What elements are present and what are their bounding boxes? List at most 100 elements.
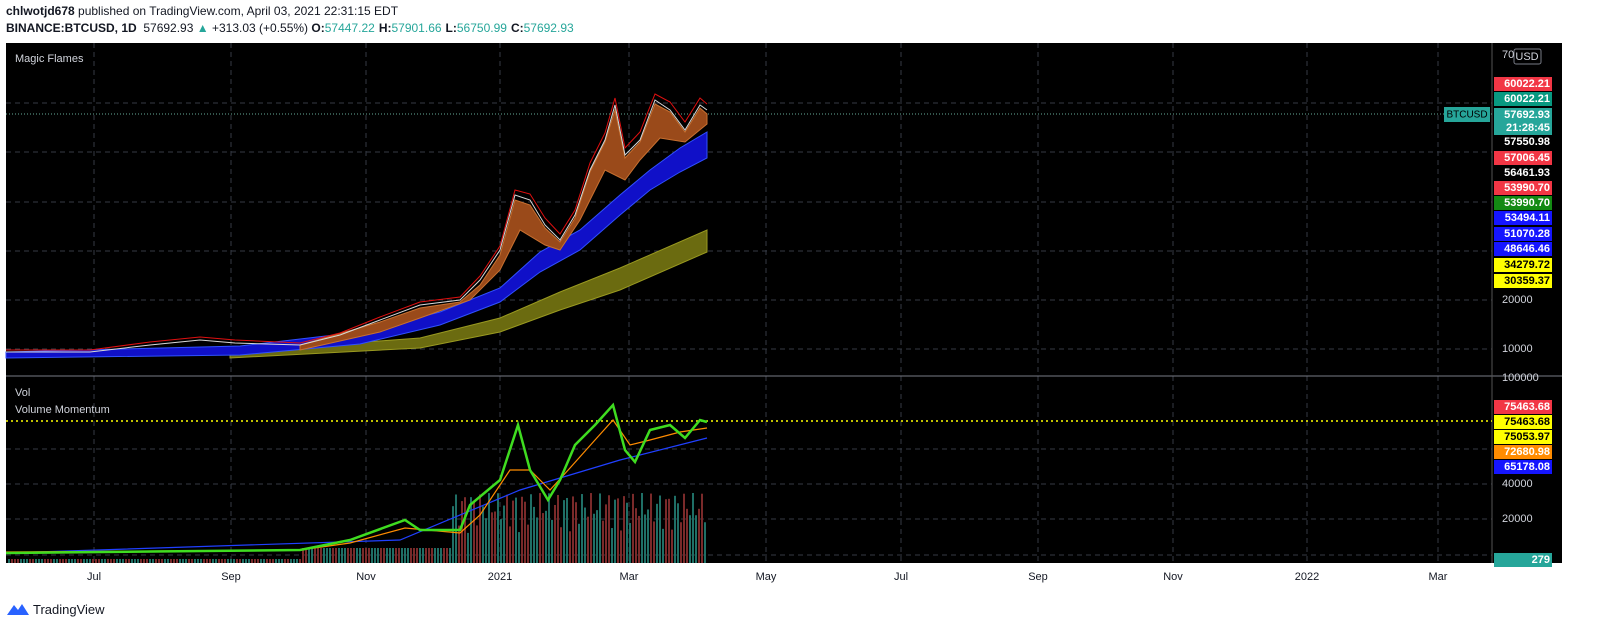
volume-bar xyxy=(650,493,652,563)
volume-bar xyxy=(65,559,67,563)
volume-bar xyxy=(32,559,34,563)
volume-bar xyxy=(161,559,163,563)
volume-bar xyxy=(296,559,298,563)
volume-bar xyxy=(92,559,94,563)
chart-bg xyxy=(6,43,1562,563)
volume-bar xyxy=(275,559,277,563)
volume-bar xyxy=(431,548,433,563)
volume-bar xyxy=(218,559,220,563)
volume-bar xyxy=(242,559,244,563)
indicator-label: Volume Momentum xyxy=(15,404,110,416)
price-tag: 56461.93 xyxy=(1494,166,1552,180)
price-tag: 30359.37 xyxy=(1494,274,1552,288)
volume-bar xyxy=(545,510,547,563)
volume-bar xyxy=(116,559,118,563)
volume-bar xyxy=(215,559,217,563)
volume-bar xyxy=(248,559,250,563)
volume-bar xyxy=(56,559,58,563)
volume-bar xyxy=(398,548,400,563)
change: +313.03 (+0.55%) xyxy=(211,21,309,35)
volume-bar xyxy=(137,559,139,563)
volume-bar xyxy=(20,559,22,563)
time-label: Sep xyxy=(221,571,241,583)
volume-bar xyxy=(500,519,502,563)
volume-bar xyxy=(575,502,577,563)
volume-bar xyxy=(623,496,625,563)
volume-bar xyxy=(173,559,175,563)
publisher: chlwotjd678 xyxy=(6,4,75,18)
volume-bar xyxy=(368,548,370,563)
volume-bar xyxy=(626,502,628,563)
volume-bar xyxy=(257,559,259,563)
ohlc-value: 57692.93 xyxy=(523,21,574,35)
volume-bar xyxy=(428,548,430,563)
volume-bar xyxy=(188,559,190,563)
volume-bar xyxy=(308,548,310,563)
volume-bar xyxy=(146,559,148,563)
blue-line xyxy=(5,437,708,554)
volume-bar xyxy=(653,521,655,563)
volume-bar xyxy=(440,548,442,563)
volume-bar xyxy=(674,495,676,563)
volume-bar xyxy=(158,559,160,563)
volume-bar xyxy=(608,495,610,563)
volume-bar xyxy=(38,559,40,563)
volume-bar xyxy=(155,559,157,563)
volume-bar xyxy=(353,548,355,563)
volume-bar xyxy=(416,548,418,563)
axis-label: 20000 xyxy=(1502,294,1533,306)
volume-bar xyxy=(290,559,292,563)
volume-bar xyxy=(518,532,520,563)
volume-bar xyxy=(326,548,328,563)
volume-bar xyxy=(512,500,514,563)
volume-bar xyxy=(437,548,439,563)
upper-line xyxy=(6,93,708,351)
volume-bar xyxy=(617,498,619,563)
ohlc-label: H: xyxy=(378,21,392,35)
price-tag: 53990.70 xyxy=(1494,196,1552,210)
volume-bar xyxy=(341,548,343,563)
volume-bar xyxy=(209,559,211,563)
volume-bar xyxy=(221,559,223,563)
volume-bar xyxy=(635,508,637,563)
volume-bar xyxy=(62,559,64,563)
volume-bar xyxy=(458,525,460,563)
volume-bar xyxy=(68,559,70,563)
volume-bar xyxy=(11,559,13,563)
volume-bar xyxy=(566,497,568,563)
ohlc-label: O: xyxy=(311,21,325,35)
volume-bar xyxy=(23,559,25,563)
volume-bar xyxy=(197,559,199,563)
time-label: Jul xyxy=(894,571,908,583)
volume-bar xyxy=(224,559,226,563)
volume-bar xyxy=(470,497,472,563)
ohlc-value: 56750.99 xyxy=(456,21,507,35)
volume-bar xyxy=(509,526,511,563)
time-label: Mar xyxy=(1429,571,1448,583)
volume-bar xyxy=(692,493,694,563)
volume-bar xyxy=(371,548,373,563)
volume-bar xyxy=(263,559,265,563)
volume-bar xyxy=(410,548,412,563)
ohlc-label: L: xyxy=(445,21,457,35)
volume-bar xyxy=(404,548,406,563)
volume-bar xyxy=(704,522,706,563)
symbol-tag-bg xyxy=(1444,107,1490,122)
volume-bar xyxy=(539,493,541,563)
volume-bar xyxy=(152,559,154,563)
volume-bar xyxy=(101,559,103,563)
volume-bar xyxy=(338,548,340,563)
volume-bar xyxy=(227,559,229,563)
volume-bar xyxy=(302,548,304,563)
volume-bar xyxy=(419,548,421,563)
volume-bar xyxy=(680,522,682,563)
volume-bar xyxy=(473,501,475,563)
currency-box[interactable] xyxy=(1513,48,1542,65)
volume-bar xyxy=(323,548,325,563)
volume-bar xyxy=(50,559,52,563)
price-tag: 60022.21 xyxy=(1494,77,1552,91)
volume-bar xyxy=(671,529,673,563)
symbol-line: BINANCE:BTCUSD, 1D 57692.93 ▲ +313.03 (+… xyxy=(6,21,578,35)
volume-bar xyxy=(593,513,595,563)
volume-bar xyxy=(644,514,646,563)
